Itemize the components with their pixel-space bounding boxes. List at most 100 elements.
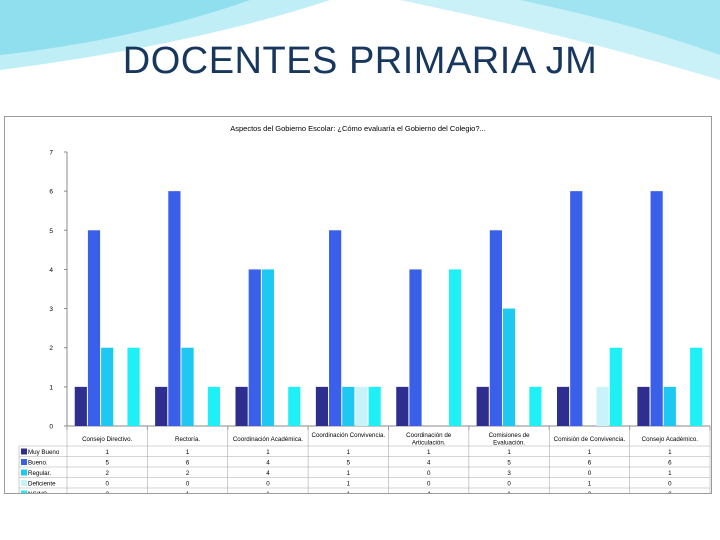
legend-swatch — [21, 480, 27, 486]
data-label: 0 — [668, 481, 672, 488]
chart-bars — [74, 191, 703, 426]
category-label: Coordinación de — [406, 432, 452, 439]
bar — [261, 269, 275, 426]
data-label: 4 — [266, 470, 270, 477]
legend-swatch — [21, 469, 27, 476]
data-label: 2 — [668, 491, 672, 493]
bar — [448, 269, 462, 426]
category-label: Articulación. — [412, 440, 446, 447]
bar — [168, 191, 181, 426]
data-label: 2 — [588, 491, 592, 493]
bar — [342, 386, 355, 426]
data-label: 1 — [507, 491, 511, 493]
data-label: 4 — [266, 460, 270, 467]
bar-chart: Aspectos del Gobierno Escolar: ¿Cómo eva… — [18, 124, 711, 493]
category-label: Consejo Directivo. — [82, 436, 132, 443]
data-label: 1 — [186, 449, 190, 456]
bar — [570, 191, 583, 426]
data-label: 0 — [588, 470, 592, 477]
data-label: 1 — [668, 449, 672, 456]
category-label: Comisiones de — [489, 432, 530, 439]
data-label: 1 — [668, 470, 672, 477]
data-label: 6 — [668, 460, 672, 467]
data-label: 1 — [347, 470, 351, 477]
category-label: Coordinación Convivencia. — [312, 432, 386, 439]
bar — [329, 230, 342, 426]
bar — [502, 308, 516, 426]
chart-frame: Aspectos del Gobierno Escolar: ¿Cómo eva… — [4, 116, 712, 494]
category-label: Comisión de Convivencia. — [554, 436, 626, 443]
bar — [529, 386, 542, 426]
y-tick-label: 4 — [49, 267, 53, 274]
bar — [368, 386, 381, 426]
data-label: 1 — [186, 491, 190, 493]
data-label: 2 — [105, 470, 109, 477]
data-label: 5 — [105, 460, 109, 467]
bar — [489, 230, 502, 426]
data-label: 0 — [507, 481, 511, 488]
y-tick-label: 0 — [49, 424, 53, 431]
data-label: 0 — [186, 481, 190, 488]
bar — [355, 386, 368, 426]
legend-swatch — [21, 490, 27, 493]
y-tick-label: 3 — [49, 306, 53, 313]
bar — [207, 386, 221, 426]
slide-title: DOCENTES PRIMARIA JM — [122, 40, 598, 82]
data-label: 1 — [347, 449, 351, 456]
bar — [409, 269, 422, 426]
data-label: 0 — [105, 481, 109, 488]
bar — [235, 386, 248, 426]
legend-data-table: Consejo Directivo. Rectoría. Coordinación … — [18, 426, 711, 493]
data-label: 0 — [427, 481, 431, 488]
bar — [637, 386, 650, 426]
legend-swatch — [21, 459, 27, 465]
y-tick-label: 7 — [49, 150, 53, 157]
data-label: 3 — [507, 470, 511, 477]
bar — [556, 386, 570, 426]
data-label: 1 — [266, 491, 270, 493]
bar — [288, 386, 301, 426]
category-label: Consejo Académico. — [642, 436, 699, 443]
category-label: Rectoría. — [175, 436, 200, 443]
data-label: 4 — [427, 460, 431, 467]
bar — [609, 347, 622, 426]
legend-entry: Deficiente — [28, 481, 56, 488]
category-label: Evaluación. — [493, 440, 525, 447]
bar — [155, 386, 168, 426]
bar — [127, 347, 140, 426]
bar — [596, 386, 609, 426]
legend-entry: NS/NC — [28, 491, 48, 493]
bar — [74, 386, 87, 426]
data-label: 0 — [266, 481, 270, 488]
data-label: 6 — [186, 460, 190, 467]
data-label: 1 — [507, 449, 511, 456]
data-label: 2 — [186, 470, 190, 477]
data-label: 2 — [105, 491, 109, 493]
data-label: 5 — [347, 460, 351, 467]
data-label: 1 — [266, 449, 270, 456]
legend-entry: Muy Bueno — [28, 449, 60, 456]
bar — [650, 191, 663, 426]
bar — [101, 347, 114, 426]
y-tick-label: 6 — [49, 189, 53, 196]
legend-entry: Bueno. — [28, 460, 48, 467]
bar — [248, 269, 261, 426]
data-label: 0 — [427, 470, 431, 477]
bar — [476, 386, 489, 426]
data-label: 1 — [347, 481, 351, 488]
data-label: 6 — [588, 460, 592, 467]
data-label: 1 — [347, 491, 351, 493]
y-tick-label: 1 — [49, 384, 53, 391]
data-label: 1 — [105, 449, 109, 456]
category-label: Coordinación Académica. — [233, 436, 303, 443]
data-label: 1 — [588, 481, 592, 488]
y-tick-label: 5 — [49, 228, 53, 235]
y-tick-label: 2 — [49, 345, 53, 352]
data-label: 1 — [588, 449, 592, 456]
bar — [690, 347, 703, 426]
data-label: 1 — [427, 449, 431, 456]
data-label: 4 — [427, 491, 431, 493]
legend-entry: Regular. — [28, 470, 51, 477]
data-label: 5 — [507, 460, 511, 467]
